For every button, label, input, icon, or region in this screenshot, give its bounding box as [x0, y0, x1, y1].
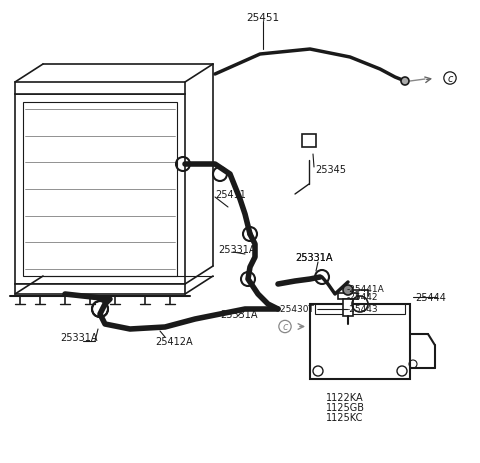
Text: 25331A: 25331A [60, 332, 97, 342]
Bar [302, 135, 316, 148]
Text: c: c [447, 74, 453, 84]
Text: 25412A: 25412A [155, 336, 192, 346]
Text: -25442: -25442 [347, 293, 379, 302]
Bar [15, 284, 185, 294]
Text: 25331A: 25331A [220, 309, 257, 319]
Text: 25451: 25451 [246, 13, 279, 23]
Text: 25444: 25444 [415, 292, 446, 302]
Text: 25331A: 25331A [295, 252, 333, 263]
Text: 1125KC: 1125KC [326, 412, 364, 422]
Text: c: c [282, 322, 288, 332]
Text: 1122KA: 1122KA [326, 392, 364, 402]
Text: -25443: -25443 [347, 305, 379, 314]
Bar [343, 300, 353, 316]
Text: 1125GB: 1125GB [325, 402, 364, 412]
Bar [315, 304, 405, 314]
Bar [338, 294, 358, 300]
Text: 25345: 25345 [315, 165, 346, 175]
Text: 25331A: 25331A [218, 244, 255, 255]
Bar [23, 103, 177, 276]
Text: 25430T -: 25430T - [280, 305, 320, 314]
Bar [15, 95, 185, 284]
Circle shape [401, 78, 409, 86]
Bar [15, 83, 185, 95]
Text: 25411: 25411 [215, 189, 246, 200]
Text: -25441A: -25441A [347, 284, 385, 293]
Text: 25331A: 25331A [295, 252, 333, 263]
Circle shape [343, 285, 353, 295]
Bar [310, 304, 410, 379]
